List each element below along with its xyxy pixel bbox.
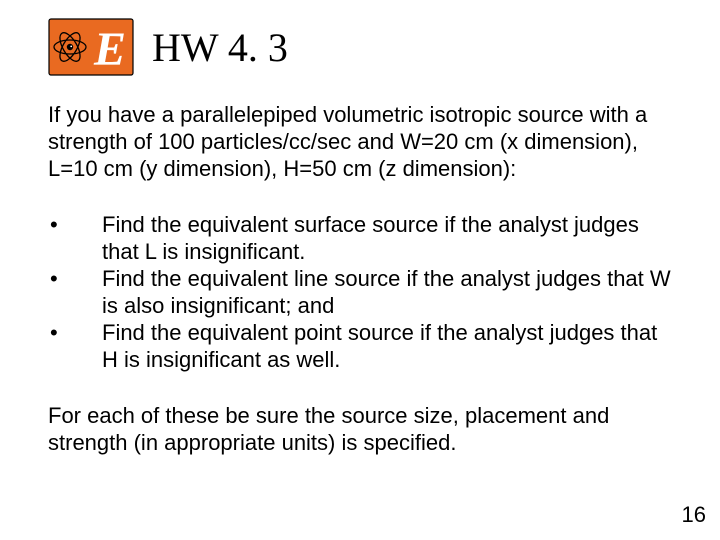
- slide-title: HW 4. 3: [152, 24, 288, 71]
- bullet-text: Find the equivalent line source if the a…: [102, 266, 672, 320]
- intro-text: If you have a parallelepiped volumetric …: [48, 102, 672, 182]
- bullet-text: Find the equivalent point source if the …: [102, 320, 672, 374]
- bullet-dot: •: [48, 320, 102, 374]
- bullet-dot: •: [48, 212, 102, 266]
- list-item: • Find the equivalent line source if the…: [48, 266, 672, 320]
- logo: E: [48, 18, 134, 76]
- list-item: • Find the equivalent point source if th…: [48, 320, 672, 374]
- bullet-dot: •: [48, 266, 102, 320]
- title-row: E HW 4. 3: [48, 18, 672, 76]
- page-number: 16: [682, 502, 706, 528]
- bullet-list: • Find the equivalent surface source if …: [48, 212, 672, 373]
- logo-letter: E: [93, 23, 126, 76]
- atom-nucleus: [67, 44, 73, 50]
- slide-container: E HW 4. 3 If you have a parallelepiped v…: [0, 0, 720, 540]
- bullet-text: Find the equivalent surface source if th…: [102, 212, 672, 266]
- atom-shine: [70, 46, 72, 48]
- closing-text: For each of these be sure the source siz…: [48, 403, 672, 457]
- logo-svg: E: [48, 18, 134, 76]
- list-item: • Find the equivalent surface source if …: [48, 212, 672, 266]
